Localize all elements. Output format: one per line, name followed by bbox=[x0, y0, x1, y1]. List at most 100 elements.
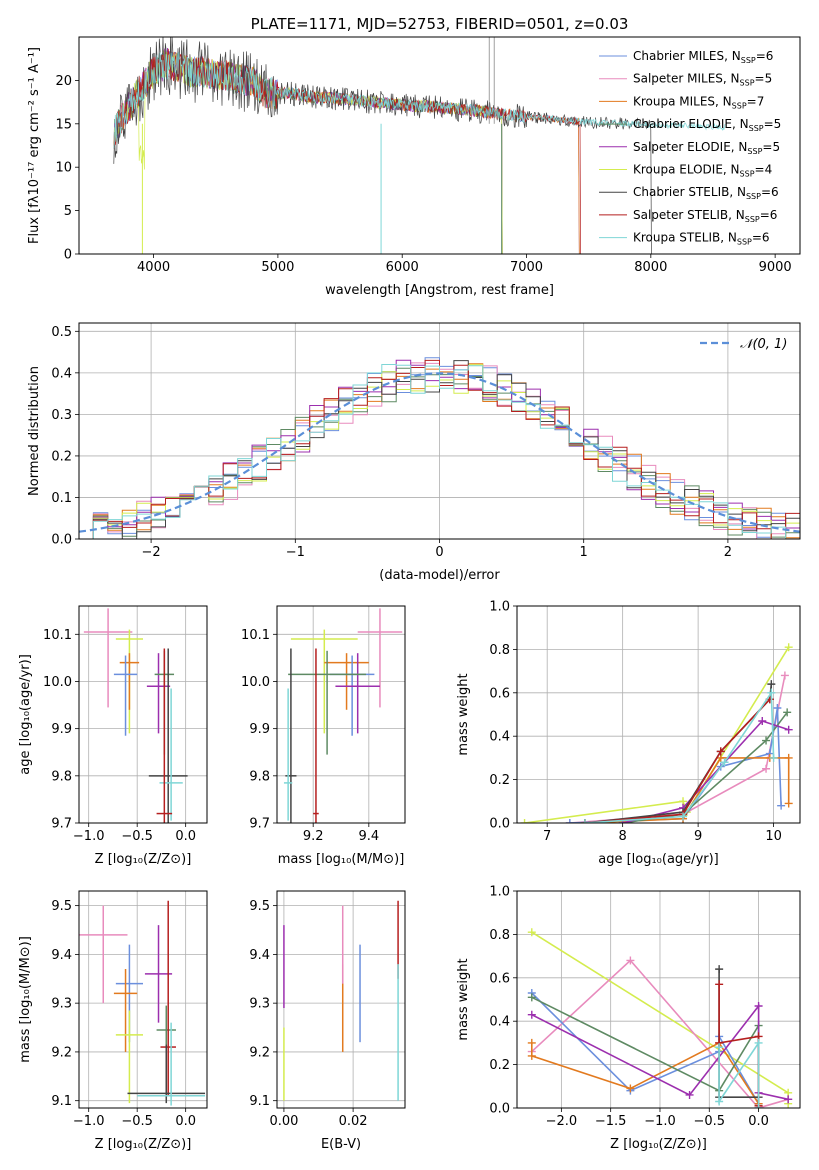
weight-marker bbox=[685, 1090, 694, 1099]
y-tick-label: 9.8 bbox=[249, 769, 270, 784]
weight-marker bbox=[784, 643, 793, 652]
y-tick-label: 0.2 bbox=[51, 449, 72, 464]
legend-entry: Kroupa STELIB, NSSP=6 bbox=[633, 231, 770, 247]
weight-line bbox=[584, 757, 790, 823]
plot-area bbox=[79, 323, 800, 539]
data-point bbox=[329, 655, 375, 736]
y-tick-label: 20 bbox=[55, 74, 72, 89]
weight-marker bbox=[784, 1095, 793, 1104]
x-tick-label: 7 bbox=[543, 829, 551, 844]
weight-marker bbox=[754, 1038, 763, 1047]
data-point bbox=[113, 969, 138, 1052]
x-tick-label: 0.0 bbox=[748, 1114, 769, 1129]
y-axis-label: Normed distribution bbox=[27, 366, 42, 496]
x-tick-label: 4000 bbox=[137, 260, 170, 275]
y-tick-label: 9.1 bbox=[51, 1094, 72, 1109]
chart-mass-vs-EBV: 0.00 0.02 9.1 9.2 9.3 9.4 9.5 E(B-V) bbox=[249, 890, 406, 1152]
x-tick-label: 8000 bbox=[634, 260, 667, 275]
data-point bbox=[313, 648, 319, 823]
weight-marker bbox=[767, 680, 776, 689]
x-axis-label: E(B-V) bbox=[321, 1137, 361, 1152]
y-tick-label: 0.1 bbox=[51, 491, 72, 506]
data-point bbox=[283, 688, 293, 821]
x-tick-label: −1.0 bbox=[73, 829, 105, 844]
weight-marker bbox=[626, 1084, 635, 1093]
legend: Chabrier MILES, NSSP=6 Salpeter MILES, NS… bbox=[599, 49, 781, 247]
weight-marker bbox=[758, 717, 767, 726]
data-point bbox=[83, 608, 133, 708]
y-tick-label: 9.7 bbox=[51, 817, 72, 832]
weight-marker bbox=[679, 812, 688, 821]
y-tick-label: 0.4 bbox=[489, 1015, 510, 1030]
weight-line bbox=[531, 992, 760, 1105]
legend-entry: Salpeter STELIB, NSSP=6 bbox=[633, 208, 777, 224]
y-tick-label: 0.5 bbox=[51, 325, 72, 340]
weight-marker bbox=[784, 725, 793, 734]
weight-marker bbox=[527, 1010, 536, 1019]
plot-area bbox=[517, 891, 800, 1108]
series-line bbox=[113, 37, 652, 254]
weight-marker bbox=[527, 993, 536, 1002]
weight-marker bbox=[754, 1104, 763, 1108]
y-tick-label: 9.3 bbox=[51, 997, 72, 1012]
x-tick-label: 7000 bbox=[510, 260, 543, 275]
chart-age-vs-mass: 9.2 9.4 9.7 9.8 9.9 10.0 10.1 mass [log₁₀(M/M⊙)… bbox=[241, 605, 406, 867]
y-tick-label: 9.9 bbox=[51, 722, 72, 737]
y-axis-label: mass [log₁₀(M/M⊙)] bbox=[18, 936, 33, 1063]
weight-marker bbox=[773, 703, 782, 712]
x-tick-label: −1 bbox=[286, 545, 305, 560]
y-tick-label: 0.6 bbox=[489, 686, 510, 701]
data-point bbox=[146, 653, 171, 734]
weight-marker bbox=[715, 1043, 724, 1052]
y-axis-label: mass weight bbox=[456, 673, 471, 755]
y-axis-label: mass weight bbox=[456, 958, 471, 1040]
weight-marker bbox=[527, 928, 536, 937]
data-point bbox=[160, 900, 176, 1096]
x-tick-label: −2.0 bbox=[546, 1114, 578, 1129]
y-tick-label: 9.2 bbox=[51, 1045, 72, 1060]
chart-weight-vs-Z: −2.0 −1.5 −1.0 −0.5 0.0 0.0 0.2 0.4 0.6 0.8 1.0 Z [… bbox=[456, 885, 801, 1152]
legend-entry: Chabrier STELIB, NSSP=6 bbox=[633, 185, 779, 201]
x-axis-label: Z [log₁₀(Z/Z⊙)] bbox=[610, 1137, 707, 1152]
series-line bbox=[113, 51, 726, 149]
x-tick-label: −0.5 bbox=[121, 1114, 153, 1129]
legend-entry: Kroupa MILES, NSSP=7 bbox=[633, 94, 764, 110]
weight-marker bbox=[527, 1051, 536, 1060]
y-tick-label: 9.9 bbox=[249, 722, 270, 737]
x-tick-label: −1.5 bbox=[595, 1114, 627, 1129]
weight-marker bbox=[715, 965, 724, 974]
chart-title: PLATE=1171, MJD=52753, FIBERID=0501, z=0… bbox=[251, 15, 629, 33]
data-point bbox=[159, 688, 183, 821]
axes-frame bbox=[516, 605, 801, 824]
weight-marker bbox=[580, 819, 589, 823]
weight-line bbox=[718, 1040, 760, 1108]
data-point bbox=[285, 648, 297, 823]
y-tick-label: 5 bbox=[64, 204, 72, 219]
weight-marker bbox=[777, 801, 786, 810]
x-axis-label: (data-model)/error bbox=[379, 568, 500, 583]
y-tick-label: 10 bbox=[55, 161, 72, 176]
series-line bbox=[113, 50, 503, 254]
weight-marker bbox=[715, 1097, 724, 1106]
weight-marker bbox=[626, 956, 635, 965]
y-tick-label: 0.6 bbox=[489, 971, 510, 986]
x-tick-label: 10 bbox=[765, 829, 782, 844]
x-tick-label: −2 bbox=[142, 545, 161, 560]
y-tick-label: 0.0 bbox=[51, 533, 72, 548]
data-point bbox=[324, 653, 369, 710]
y-tick-label: 9.4 bbox=[51, 948, 72, 963]
legend-entry: Salpeter ELODIE, NSSP=5 bbox=[633, 140, 780, 156]
data-point bbox=[127, 1044, 206, 1104]
x-tick-label: −0.5 bbox=[693, 1114, 725, 1129]
x-tick-label: 0.00 bbox=[269, 1114, 298, 1129]
weight-line bbox=[569, 675, 786, 823]
weight-marker bbox=[754, 1002, 763, 1011]
chart-age-vs-Z: −1.0 −0.5 0.0 9.7 9.8 9.9 10.0 10.1 Z [log₁₀(Z/Z… bbox=[18, 605, 208, 867]
y-tick-label: 1.0 bbox=[489, 600, 510, 615]
weight-line bbox=[531, 959, 789, 1108]
chart-residuals: 𝒩(0, 1) −2 −1 0 1 2 0.0 0.1 0.2 0.3 0.4 0.5 (data-mo… bbox=[27, 322, 801, 583]
legend-entry: 𝒩(0, 1) bbox=[740, 337, 787, 352]
x-tick-label: 8 bbox=[619, 829, 627, 844]
x-tick-label: 5000 bbox=[261, 260, 294, 275]
